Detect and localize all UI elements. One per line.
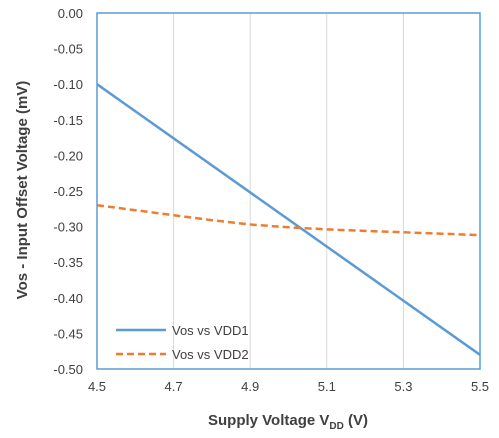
x-tick-label: 5.5 bbox=[471, 379, 489, 394]
y-tick-label: -0.15 bbox=[53, 113, 83, 128]
y-tick-label: -0.10 bbox=[53, 77, 83, 92]
legend-label-1: Vos vs VDD1 bbox=[172, 323, 249, 338]
y-tick-label: -0.45 bbox=[53, 326, 83, 341]
series-line-1 bbox=[97, 84, 480, 355]
y-tick-label: -0.40 bbox=[53, 291, 83, 306]
x-tick-label: 5.3 bbox=[394, 379, 412, 394]
x-tick-label: 5.1 bbox=[318, 379, 336, 394]
x-axis-ticks: 4.5 4.7 4.9 5.1 5.3 5.5 bbox=[88, 379, 489, 394]
y-axis-ticks: 0.00 -0.05 -0.10 -0.15 -0.20 -0.25 -0.30 -0.35 -… bbox=[53, 6, 83, 377]
x-axis-title-subscript: DD bbox=[329, 421, 343, 432]
y-tick-label: -0.25 bbox=[53, 184, 83, 199]
x-axis-title-main: Supply Voltage V bbox=[208, 412, 329, 429]
legend-label-2: Vos vs VDD2 bbox=[172, 347, 249, 362]
x-tick-label: 4.5 bbox=[88, 379, 106, 394]
y-tick-label: -0.30 bbox=[53, 220, 83, 235]
x-tick-label: 4.7 bbox=[165, 379, 183, 394]
x-tick-label: 4.9 bbox=[241, 379, 259, 394]
x-axis-title: Supply Voltage VDD (V) bbox=[208, 412, 368, 432]
legend: Vos vs VDD1 Vos vs VDD2 bbox=[116, 323, 249, 362]
y-tick-label: -0.35 bbox=[53, 255, 83, 270]
series-layer bbox=[97, 84, 480, 355]
y-tick-label: 0.00 bbox=[58, 6, 83, 21]
x-axis-title-unit: (V) bbox=[344, 412, 368, 429]
y-tick-label: -0.50 bbox=[53, 362, 83, 377]
y-tick-label: -0.20 bbox=[53, 148, 83, 163]
y-tick-label: -0.05 bbox=[53, 42, 83, 57]
grid-lines bbox=[174, 13, 404, 369]
y-axis-title: Vos - Input Offset Voltage (mV) bbox=[14, 81, 31, 300]
